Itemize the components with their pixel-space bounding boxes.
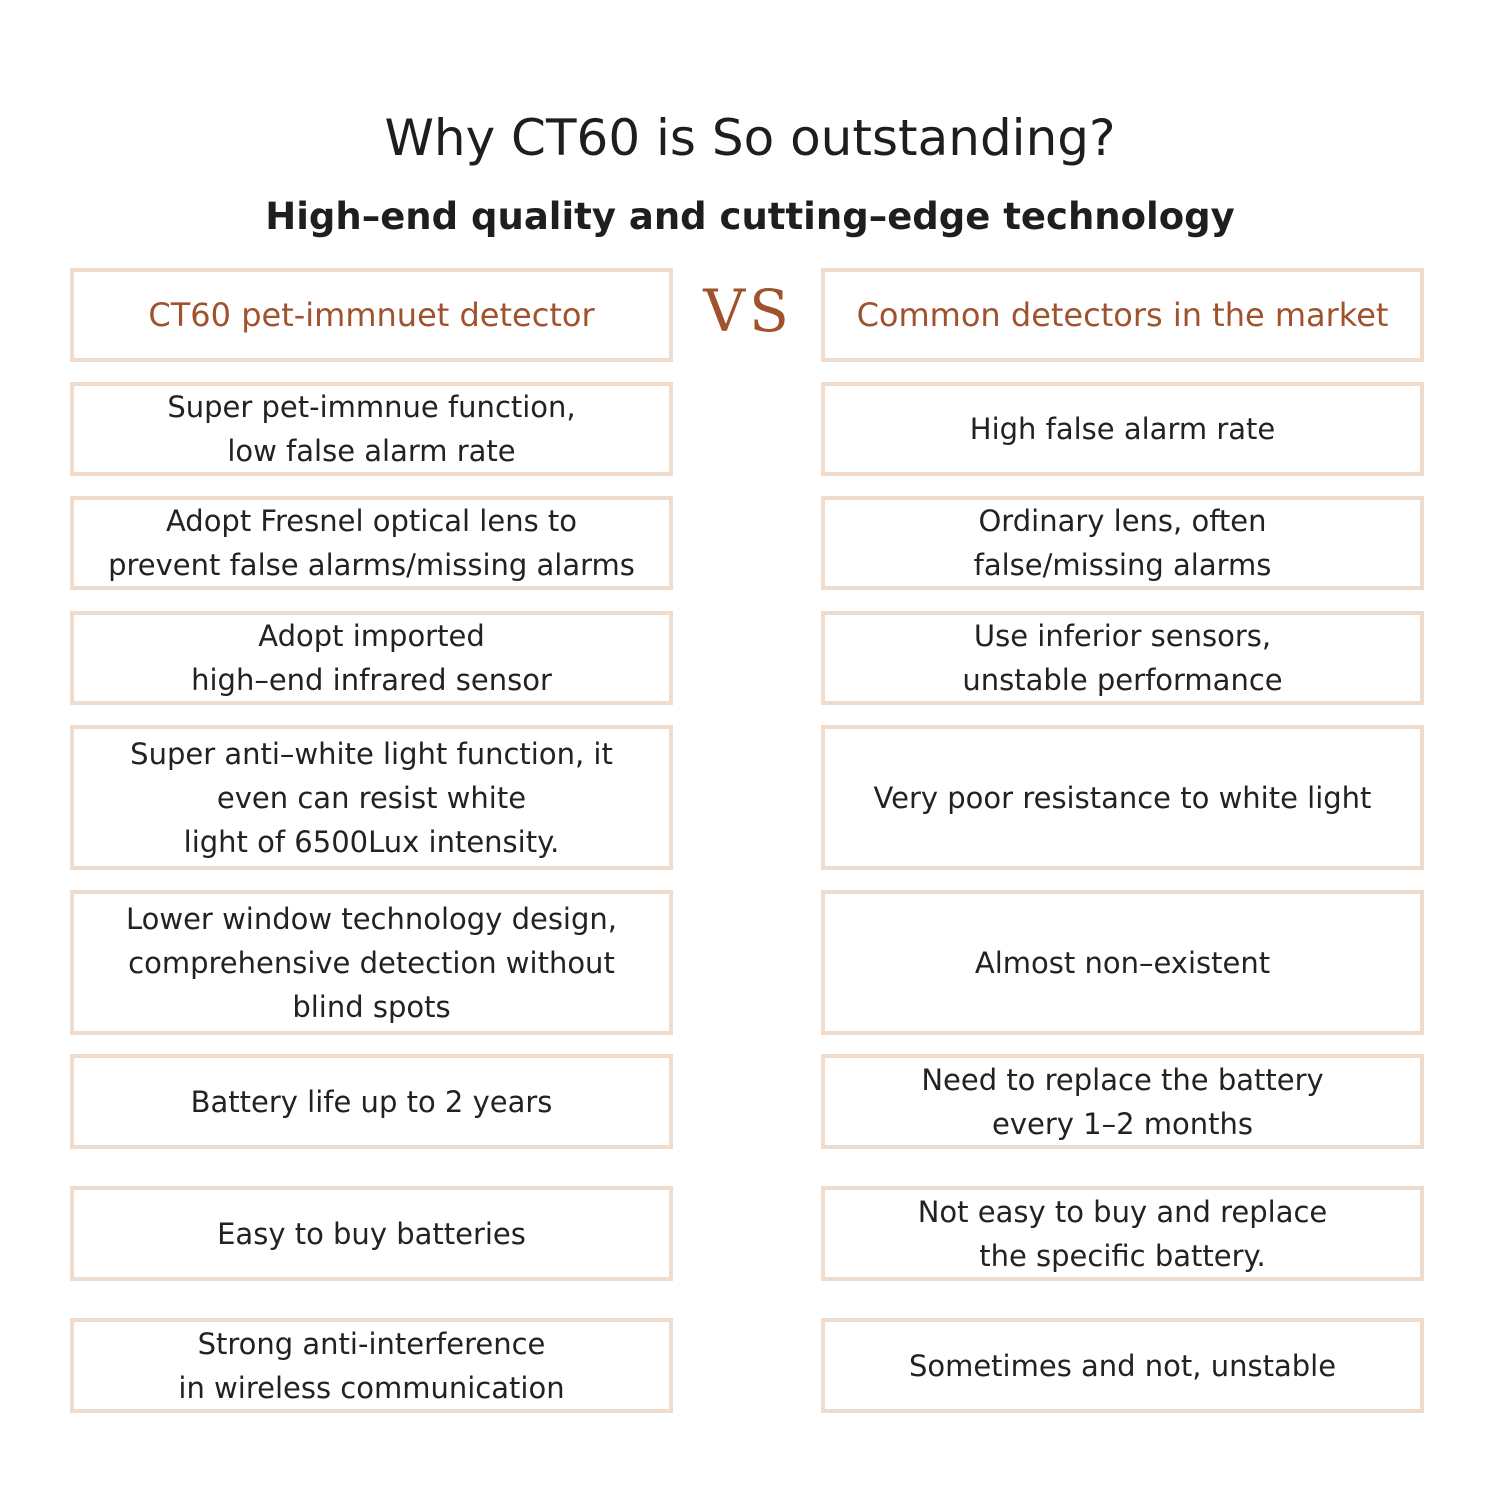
ct60-row-batteries: Easy to buy batteries xyxy=(70,1186,673,1281)
common-column-header: Common detectors in the market xyxy=(821,268,1424,362)
page-subtitle: High–end quality and cutting–edge techno… xyxy=(265,195,1235,238)
vs-label: VS xyxy=(703,277,793,345)
ct60-row-lower-window: Lower window technology design, comprehe… xyxy=(70,890,673,1035)
ct60-row-pet-immune: Super pet-immnue function, low false ala… xyxy=(70,382,673,476)
common-row-lens: Ordinary lens, often false/missing alarm… xyxy=(821,496,1424,590)
common-row-sensor: Use inferior sensors, unstable performan… xyxy=(821,611,1424,705)
common-row-battery-life: Need to replace the battery every 1–2 mo… xyxy=(821,1054,1424,1149)
common-row-lower-window: Almost non–existent xyxy=(821,890,1424,1035)
common-row-pet-immune: High false alarm rate xyxy=(821,382,1424,476)
common-row-batteries: Not easy to buy and replace the specific… xyxy=(821,1186,1424,1281)
ct60-row-wireless: Strong anti-interference in wireless com… xyxy=(70,1318,673,1413)
page-title: Why CT60 is So outstanding? xyxy=(384,109,1116,167)
ct60-row-sensor: Adopt imported high–end infrared sensor xyxy=(70,611,673,705)
ct60-row-battery-life: Battery life up to 2 years xyxy=(70,1054,673,1149)
ct60-column-header: CT60 pet-immnuet detector xyxy=(70,268,673,362)
ct60-row-lens: Adopt Fresnel optical lens to prevent fa… xyxy=(70,496,673,590)
common-row-wireless: Sometimes and not, unstable xyxy=(821,1318,1424,1413)
ct60-row-white-light: Super anti–white light function, it even… xyxy=(70,725,673,870)
common-row-white-light: Very poor resistance to white light xyxy=(821,725,1424,870)
